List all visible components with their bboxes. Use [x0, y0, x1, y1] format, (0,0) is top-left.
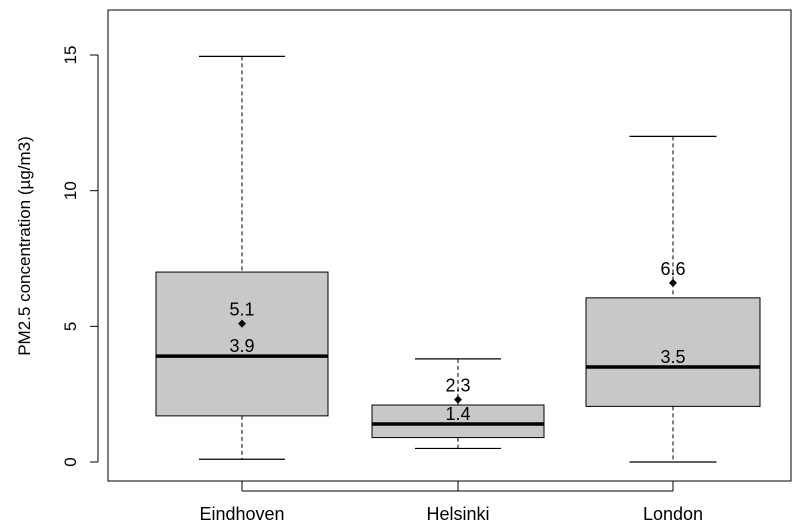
y-tick-label: 5	[61, 322, 80, 331]
box-helsinki: 1.42.3	[371, 358, 545, 450]
median-label: 3.9	[229, 336, 254, 356]
box-london: 3.5 6.6	[585, 135, 761, 463]
iqr-box	[585, 297, 761, 407]
iqr-box	[371, 404, 545, 439]
mean-marker	[454, 395, 462, 404]
mean-marker	[669, 278, 677, 287]
y-axis-title: PM2.5 concentration (µg/m3)	[15, 136, 34, 356]
box-eindhoven: 3.9 5.1	[155, 55, 329, 460]
median-label: 1.4	[445, 404, 470, 424]
median-label: 3.5	[660, 347, 685, 367]
iqr-box	[155, 271, 329, 417]
boxes-layer: 3.95.11.42.33.56.6	[155, 55, 761, 463]
x-category-label: Eindhoven	[199, 504, 284, 524]
x-category-label: Helsinki	[426, 504, 489, 524]
mean-label: 2.3	[445, 376, 470, 396]
y-axis: 0 5 10 15	[61, 46, 99, 467]
y-tick-label: 10	[61, 181, 80, 200]
mean-label: 6.6	[660, 259, 685, 279]
x-axis: Eindhoven Helsinki London	[199, 481, 703, 524]
y-tick-label: 15	[61, 46, 80, 65]
x-category-label: London	[643, 504, 703, 524]
plot-frame	[107, 9, 792, 482]
mean-marker	[238, 319, 246, 328]
y-tick-label: 0	[61, 457, 80, 466]
mean-label: 5.1	[229, 300, 254, 320]
